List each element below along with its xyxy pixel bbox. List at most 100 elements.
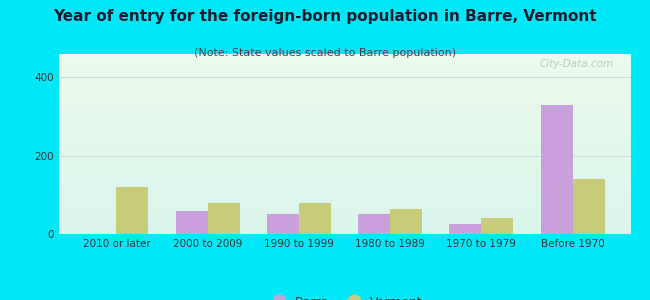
Bar (58, 169, 630, 171)
Bar (58, 130, 630, 131)
Bar (58, 178, 630, 180)
Bar (58, 211, 630, 212)
Bar (58, 185, 630, 187)
Bar (58, 187, 630, 189)
Bar (58, 212, 630, 214)
Bar (58, 171, 630, 173)
Bar (58, 229, 630, 230)
Bar (58, 101, 630, 103)
Bar (58, 117, 630, 119)
Bar (58, 140, 630, 142)
Bar (58, 225, 630, 227)
Text: City-Data.com: City-Data.com (540, 59, 614, 69)
Bar (58, 103, 630, 104)
Bar (58, 218, 630, 220)
Bar (58, 137, 630, 139)
Bar (58, 182, 630, 184)
Bar (58, 184, 630, 185)
Bar (58, 99, 630, 101)
Bar (58, 223, 630, 225)
Bar (116, 187, 148, 234)
Bar (58, 88, 630, 90)
Bar (58, 113, 630, 115)
Bar (58, 142, 630, 144)
Bar (58, 155, 630, 157)
Bar (267, 214, 299, 234)
Bar (58, 193, 630, 194)
Bar (58, 90, 630, 92)
Bar (58, 160, 630, 162)
Bar (58, 167, 630, 169)
Bar (58, 209, 630, 211)
Bar (58, 63, 630, 65)
Legend: Barre, Vermont: Barre, Vermont (261, 291, 428, 300)
Bar (58, 124, 630, 126)
Bar (58, 221, 630, 223)
Bar (58, 220, 630, 221)
Bar (58, 207, 630, 209)
Bar (58, 180, 630, 182)
Bar (358, 214, 390, 234)
Bar (58, 58, 630, 59)
Bar (58, 92, 630, 94)
Bar (58, 157, 630, 158)
Bar (58, 151, 630, 153)
Bar (58, 232, 630, 234)
Bar (58, 74, 630, 76)
Bar (58, 110, 630, 112)
Bar (58, 65, 630, 67)
Bar (58, 56, 630, 58)
Text: (Note: State values scaled to Barre population): (Note: State values scaled to Barre popu… (194, 48, 456, 58)
Bar (58, 175, 630, 176)
Bar (58, 68, 630, 70)
Bar (58, 198, 630, 200)
Bar (58, 149, 630, 151)
Bar (58, 216, 630, 218)
Bar (58, 77, 630, 79)
Bar (58, 146, 630, 148)
Bar (58, 59, 630, 61)
Bar (58, 81, 630, 83)
Bar (58, 166, 630, 167)
Text: Year of entry for the foreign-born population in Barre, Vermont: Year of entry for the foreign-born popul… (53, 9, 597, 24)
Bar (207, 203, 240, 234)
Bar (449, 224, 482, 234)
Bar (58, 97, 630, 99)
Bar (58, 126, 630, 128)
Bar (482, 218, 514, 234)
Bar (58, 214, 630, 216)
Bar (58, 139, 630, 140)
Bar (58, 108, 630, 110)
Bar (58, 144, 630, 146)
Bar (58, 83, 630, 85)
Bar (58, 128, 630, 130)
Bar (58, 164, 630, 166)
Bar (58, 191, 630, 193)
Bar (58, 94, 630, 95)
Bar (58, 115, 630, 117)
Bar (58, 133, 630, 135)
Bar (58, 148, 630, 149)
Bar (58, 153, 630, 155)
Bar (58, 194, 630, 196)
Bar (58, 227, 630, 229)
Bar (58, 76, 630, 77)
Bar (176, 211, 207, 234)
Bar (58, 173, 630, 175)
Bar (58, 79, 630, 81)
Bar (58, 200, 630, 202)
Bar (299, 203, 331, 234)
Bar (58, 196, 630, 198)
Bar (58, 202, 630, 203)
Bar (58, 112, 630, 113)
Bar (58, 158, 630, 160)
Bar (58, 106, 630, 108)
Bar (58, 104, 630, 106)
Bar (58, 121, 630, 122)
Bar (58, 176, 630, 178)
Bar (58, 72, 630, 74)
Bar (58, 230, 630, 232)
Bar (58, 162, 630, 164)
Bar (58, 95, 630, 97)
Bar (58, 203, 630, 205)
